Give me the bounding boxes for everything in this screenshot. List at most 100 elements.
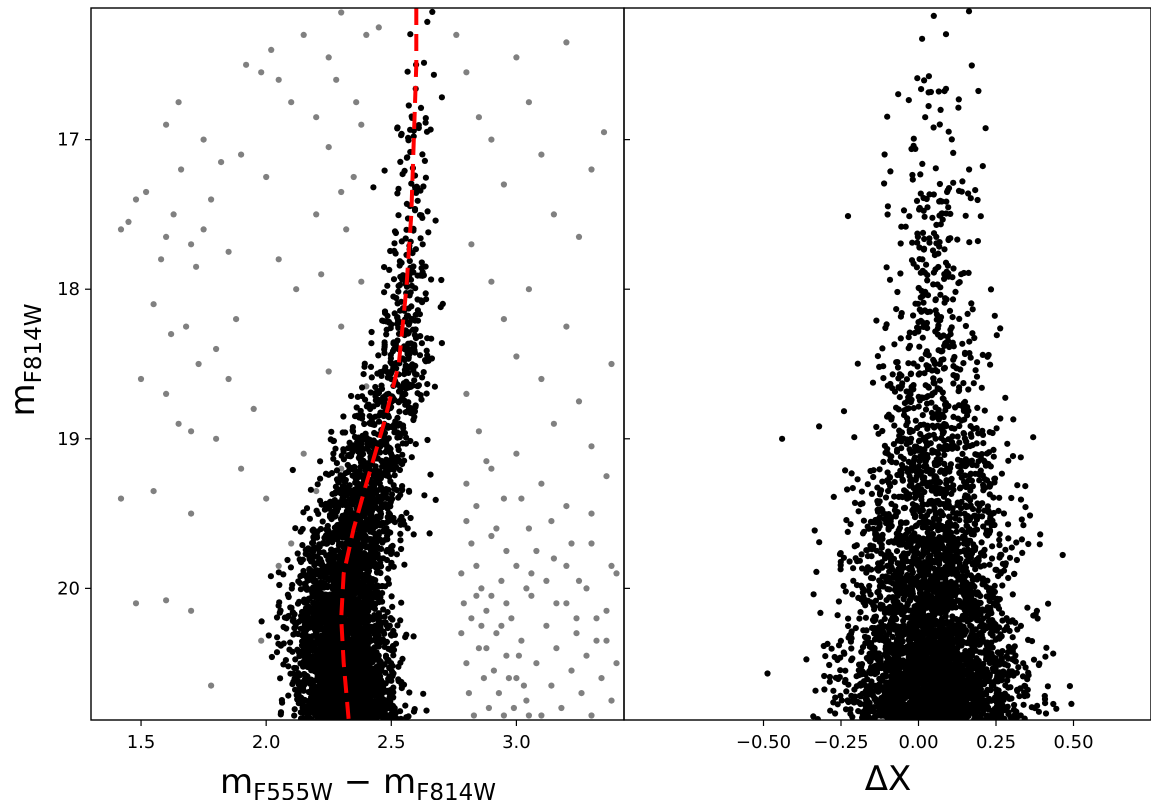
left-main-points: [258, 8, 446, 720]
fiducial-line: [339, 8, 419, 720]
main-sequence-point: [390, 670, 397, 677]
main-sequence-point: [299, 525, 306, 533]
main-sequence-point: [425, 229, 432, 236]
main-sequence-point: [339, 475, 346, 482]
main-sequence-point: [390, 514, 397, 522]
main-sequence-point: [397, 158, 404, 165]
field-star-point: [495, 690, 502, 697]
main-sequence-point: [386, 622, 393, 629]
main-sequence-point: [361, 420, 368, 428]
field-star-point: [213, 345, 220, 353]
main-sequence-point: [328, 617, 335, 624]
verticalized-point: [816, 423, 823, 430]
main-sequence-point: [284, 556, 291, 564]
main-sequence-point: [300, 671, 307, 678]
main-sequence-point: [353, 470, 360, 477]
main-sequence-point: [376, 613, 384, 621]
field-star-point: [132, 196, 140, 203]
field-star-point: [475, 114, 482, 121]
main-sequence-point: [376, 505, 383, 513]
main-sequence-point: [282, 657, 289, 664]
field-star-point: [488, 136, 495, 143]
main-sequence-point: [338, 552, 345, 559]
main-sequence-point: [323, 622, 330, 629]
main-sequence-point: [408, 315, 415, 322]
main-sequence-point: [300, 714, 307, 720]
main-sequence-point: [408, 303, 415, 310]
field-star-point: [478, 622, 485, 629]
field-star-point: [188, 241, 195, 248]
main-sequence-point: [424, 436, 431, 444]
main-sequence-point: [302, 550, 309, 558]
verticalized-point: [909, 176, 916, 183]
main-sequence-point: [325, 564, 333, 571]
verticalized-point: [926, 239, 933, 246]
main-sequence-point: [330, 662, 337, 669]
main-sequence-point: [309, 633, 316, 640]
field-star-point: [478, 585, 485, 592]
main-sequence-point: [345, 490, 352, 497]
main-sequence-point: [368, 340, 375, 347]
main-sequence-point: [332, 583, 339, 590]
main-sequence-point: [332, 445, 339, 452]
main-sequence-point: [322, 470, 330, 477]
main-sequence-point: [324, 665, 331, 672]
main-sequence-point: [395, 446, 402, 454]
main-sequence-point: [291, 706, 298, 713]
field-star-point: [613, 570, 620, 577]
field-star-point: [488, 278, 495, 285]
main-sequence-point: [411, 343, 418, 351]
main-sequence-point: [327, 642, 334, 650]
field-star-point: [468, 540, 475, 547]
field-star-point: [588, 712, 595, 719]
main-sequence-point: [277, 675, 284, 682]
main-sequence-point: [373, 513, 381, 520]
main-sequence-point: [363, 543, 370, 550]
verticalized-point: [848, 645, 855, 652]
main-sequence-point: [341, 523, 348, 530]
main-sequence-point: [324, 584, 331, 591]
field-star-point: [513, 450, 520, 457]
main-sequence-point: [407, 437, 414, 445]
x-tick-label: 3.0: [502, 732, 531, 753]
main-sequence-point: [382, 527, 389, 535]
field-star-point: [593, 637, 600, 644]
main-sequence-point: [273, 614, 281, 621]
main-sequence-point: [419, 241, 426, 248]
main-sequence-point: [327, 593, 334, 600]
main-sequence-point: [359, 384, 366, 391]
main-sequence-point: [312, 567, 319, 574]
main-sequence-point: [403, 631, 410, 638]
main-sequence-point: [363, 634, 370, 641]
main-sequence-point: [314, 650, 321, 658]
field-star-point: [553, 645, 560, 652]
main-sequence-point: [378, 638, 385, 646]
field-star-point: [503, 600, 510, 607]
main-sequence-point: [358, 473, 365, 480]
main-sequence-point: [409, 361, 416, 368]
main-sequence-point: [399, 429, 406, 436]
field-star-point: [143, 188, 150, 196]
main-sequence-point: [392, 229, 399, 237]
field-star-point: [275, 76, 282, 83]
main-sequence-point: [381, 350, 388, 357]
main-sequence-point: [336, 710, 343, 717]
main-sequence-point: [292, 525, 299, 532]
main-sequence-point: [333, 460, 340, 467]
main-sequence-point: [368, 328, 375, 336]
field-star-point: [200, 226, 207, 233]
field-star-point: [150, 301, 157, 308]
verticalized-point: [975, 87, 982, 95]
verticalized-point: [842, 588, 849, 595]
main-sequence-point: [279, 699, 286, 706]
xlabel-sub1: F555W: [253, 780, 333, 800]
field-star-point: [258, 69, 265, 76]
main-sequence-point: [372, 531, 379, 538]
main-sequence-point: [388, 593, 395, 600]
main-sequence-point: [414, 317, 422, 324]
main-sequence-point: [329, 539, 336, 546]
main-sequence-point: [388, 677, 395, 684]
main-sequence-point: [388, 663, 395, 670]
field-star-point: [608, 360, 615, 368]
main-sequence-point: [379, 463, 386, 470]
